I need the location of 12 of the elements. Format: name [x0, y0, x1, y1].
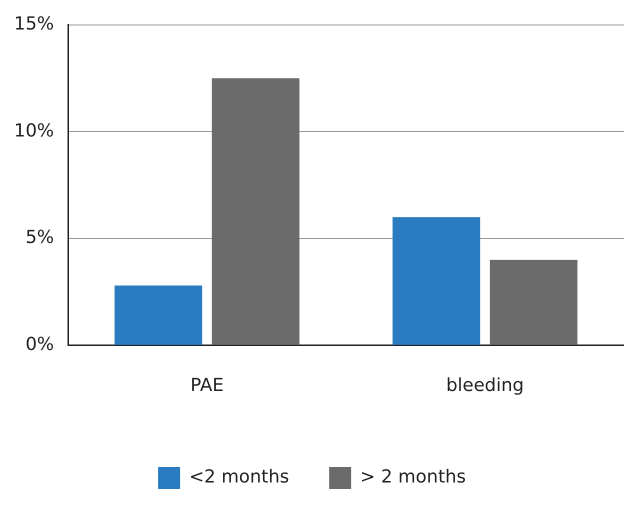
legend-label: > 2 months [360, 466, 466, 488]
x-tick-label: bleeding [446, 374, 524, 396]
y-tick-label: 15% [14, 13, 54, 34]
y-tick-label: 5% [25, 227, 54, 248]
x-tick-label: PAE [190, 374, 224, 396]
bar [392, 217, 480, 345]
y-tick-label: 10% [14, 120, 54, 142]
bar [490, 260, 578, 345]
bar [212, 78, 300, 345]
y-tick-label: 0% [25, 334, 54, 356]
legend-label: <2 months [189, 466, 290, 488]
bar [114, 286, 202, 345]
